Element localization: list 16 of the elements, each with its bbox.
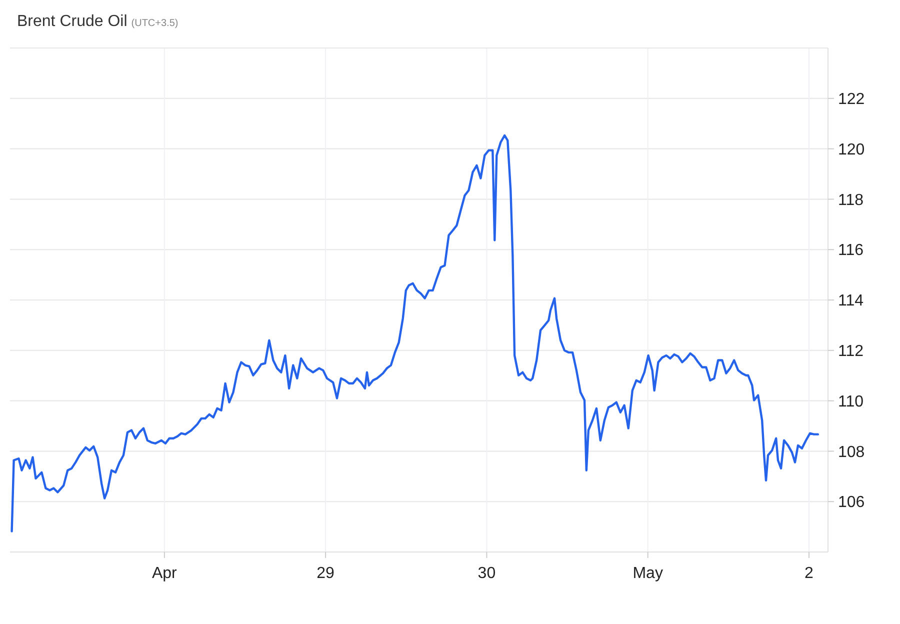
y-tick-label: 116 — [838, 242, 864, 260]
x-tick-label: 29 — [316, 565, 335, 582]
y-tick-label: 112 — [838, 343, 864, 360]
x-tick-label: Apr — [152, 565, 178, 582]
x-tick-label: May — [632, 565, 663, 582]
y-tick-label: 118 — [838, 192, 864, 209]
x-tick-label: 2 — [804, 565, 814, 582]
y-tick-label: 114 — [838, 292, 864, 310]
x-tick-label: 30 — [478, 565, 496, 582]
y-tick-label: 122 — [838, 91, 865, 108]
y-tick-label: 110 — [838, 393, 864, 410]
y-tick-label: 108 — [838, 444, 865, 461]
y-tick-label: 106 — [838, 494, 865, 512]
y-tick-label: 120 — [838, 141, 865, 158]
chart-subtitle: (UTC+3.5) — [131, 18, 178, 29]
chart-title: Brent Crude Oil — [17, 13, 128, 30]
